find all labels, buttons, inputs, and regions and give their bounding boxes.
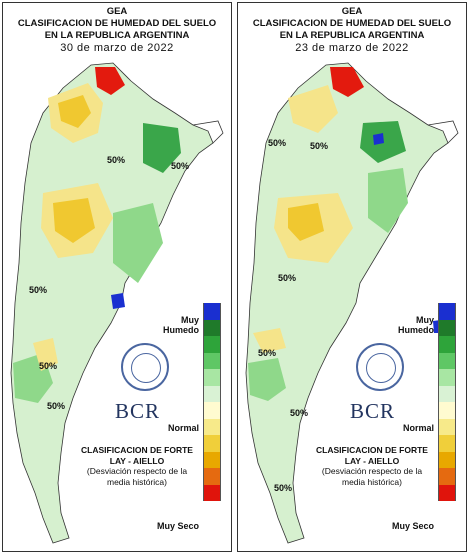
region-moist-south: [248, 358, 286, 401]
bcr-seal-icon: [356, 343, 404, 391]
title-line1: CLASIFICACION DE HUMEDAD DEL SUELO: [252, 18, 452, 29]
classification-info: CLASIFICACION DE FORTE LAY - AIELLO (Des…: [77, 445, 197, 487]
legend-swatch: [438, 303, 456, 320]
legend-swatch: [203, 385, 221, 402]
legend-mid-label: Normal: [402, 423, 434, 433]
legend-swatch: [203, 402, 221, 419]
region-dry-south: [253, 328, 286, 353]
isoline-label: 50%: [39, 361, 58, 371]
region-moist-east: [368, 168, 408, 233]
map-date: 30 de marzo de 2022: [60, 42, 174, 54]
legend-bottom-label: Muy Seco: [156, 521, 199, 531]
map-left: [10, 62, 224, 544]
region-very-dry: [330, 67, 364, 97]
isoline-label: 50%: [171, 161, 190, 171]
legend-swatch: [203, 352, 221, 369]
header: GEA CLASIFICACION DE HUMEDAD DEL SUELO E…: [238, 6, 466, 54]
classification-info: CLASIFICACION DE FORTE LAY - AIELLO (Des…: [312, 445, 432, 487]
region-wet-ne: [143, 123, 181, 173]
legend-swatch: [203, 303, 221, 320]
legend-swatch: [438, 451, 456, 468]
region-sat: [373, 133, 384, 145]
legend-swatch: [438, 435, 456, 452]
panel-left: GEA CLASIFICACION DE HUMEDAD DEL SUELO E…: [2, 2, 232, 552]
bcr-seal-icon: [121, 343, 169, 391]
org-label: GEA: [341, 6, 363, 17]
bcr-logo: BCR: [350, 399, 396, 423]
uruguay-brazil-border: [427, 120, 459, 144]
region-drier-center: [53, 198, 95, 243]
header: GEA CLASIFICACION DE HUMEDAD DEL SUELO E…: [3, 6, 231, 54]
org-label: GEA: [106, 6, 128, 17]
classification-note: (Desviación respecto de la media históri…: [321, 466, 423, 487]
bcr-logo: BCR: [115, 399, 161, 423]
legend-swatch: [438, 319, 456, 336]
isoline-label: 50%: [107, 155, 126, 165]
legend-swatch: [203, 484, 221, 501]
color-legend: [438, 303, 456, 501]
uruguay-brazil-border: [192, 120, 224, 144]
country-shape: [10, 62, 214, 544]
legend-swatch: [203, 418, 221, 435]
legend-swatch: [203, 319, 221, 336]
map-date: 23 de marzo de 2022: [295, 42, 409, 54]
legend-swatch: [438, 402, 456, 419]
legend-swatch: [203, 435, 221, 452]
isoline-label: 50%: [290, 408, 309, 418]
legend-top-label: Muy Humedo: [398, 315, 434, 335]
legend-swatch: [438, 484, 456, 501]
title-line2: EN LA REPUBLICA ARGENTINA: [279, 30, 425, 41]
panel-right: GEA CLASIFICACION DE HUMEDAD DEL SUELO E…: [237, 2, 467, 552]
title-line1: CLASIFICACION DE HUMEDAD DEL SUELO: [17, 18, 217, 29]
isoline-label: 50%: [29, 285, 48, 295]
legend-swatch: [203, 369, 221, 386]
classification-note: (Desviación respecto de la media históri…: [86, 466, 188, 487]
isoline-label: 50%: [268, 138, 287, 148]
isoline-label: 50%: [47, 401, 66, 411]
legend-bottom-label: Muy Seco: [391, 521, 434, 531]
isoline-label: 50%: [310, 141, 329, 151]
legend-swatch: [438, 352, 456, 369]
region-moist-east: [113, 203, 163, 283]
legend-mid-label: Normal: [167, 423, 199, 433]
legend-swatch: [438, 369, 456, 386]
legend-swatch: [203, 468, 221, 485]
region-very-dry: [95, 67, 125, 95]
title-line2: EN LA REPUBLICA ARGENTINA: [44, 30, 190, 41]
legend-swatch: [203, 451, 221, 468]
isoline-label: 50%: [274, 483, 293, 493]
legend-swatch: [438, 385, 456, 402]
legend-swatch: [438, 418, 456, 435]
region-sat: [111, 293, 125, 309]
legend-swatch: [438, 336, 456, 353]
legend-swatch: [438, 468, 456, 485]
color-legend: [203, 303, 221, 501]
map-right: [245, 62, 459, 544]
region-drier-center: [288, 203, 324, 241]
region-dry-south: [33, 338, 58, 371]
isoline-label: 50%: [258, 348, 277, 358]
legend-top-label: Muy Humedo: [163, 315, 199, 335]
classification-title: CLASIFICACION DE FORTE LAY - AIELLO: [316, 445, 428, 466]
region-drier: [58, 95, 91, 128]
classification-title: CLASIFICACION DE FORTE LAY - AIELLO: [81, 445, 193, 466]
region-dry: [288, 85, 338, 133]
isoline-label: 50%: [278, 273, 297, 283]
legend-swatch: [203, 336, 221, 353]
